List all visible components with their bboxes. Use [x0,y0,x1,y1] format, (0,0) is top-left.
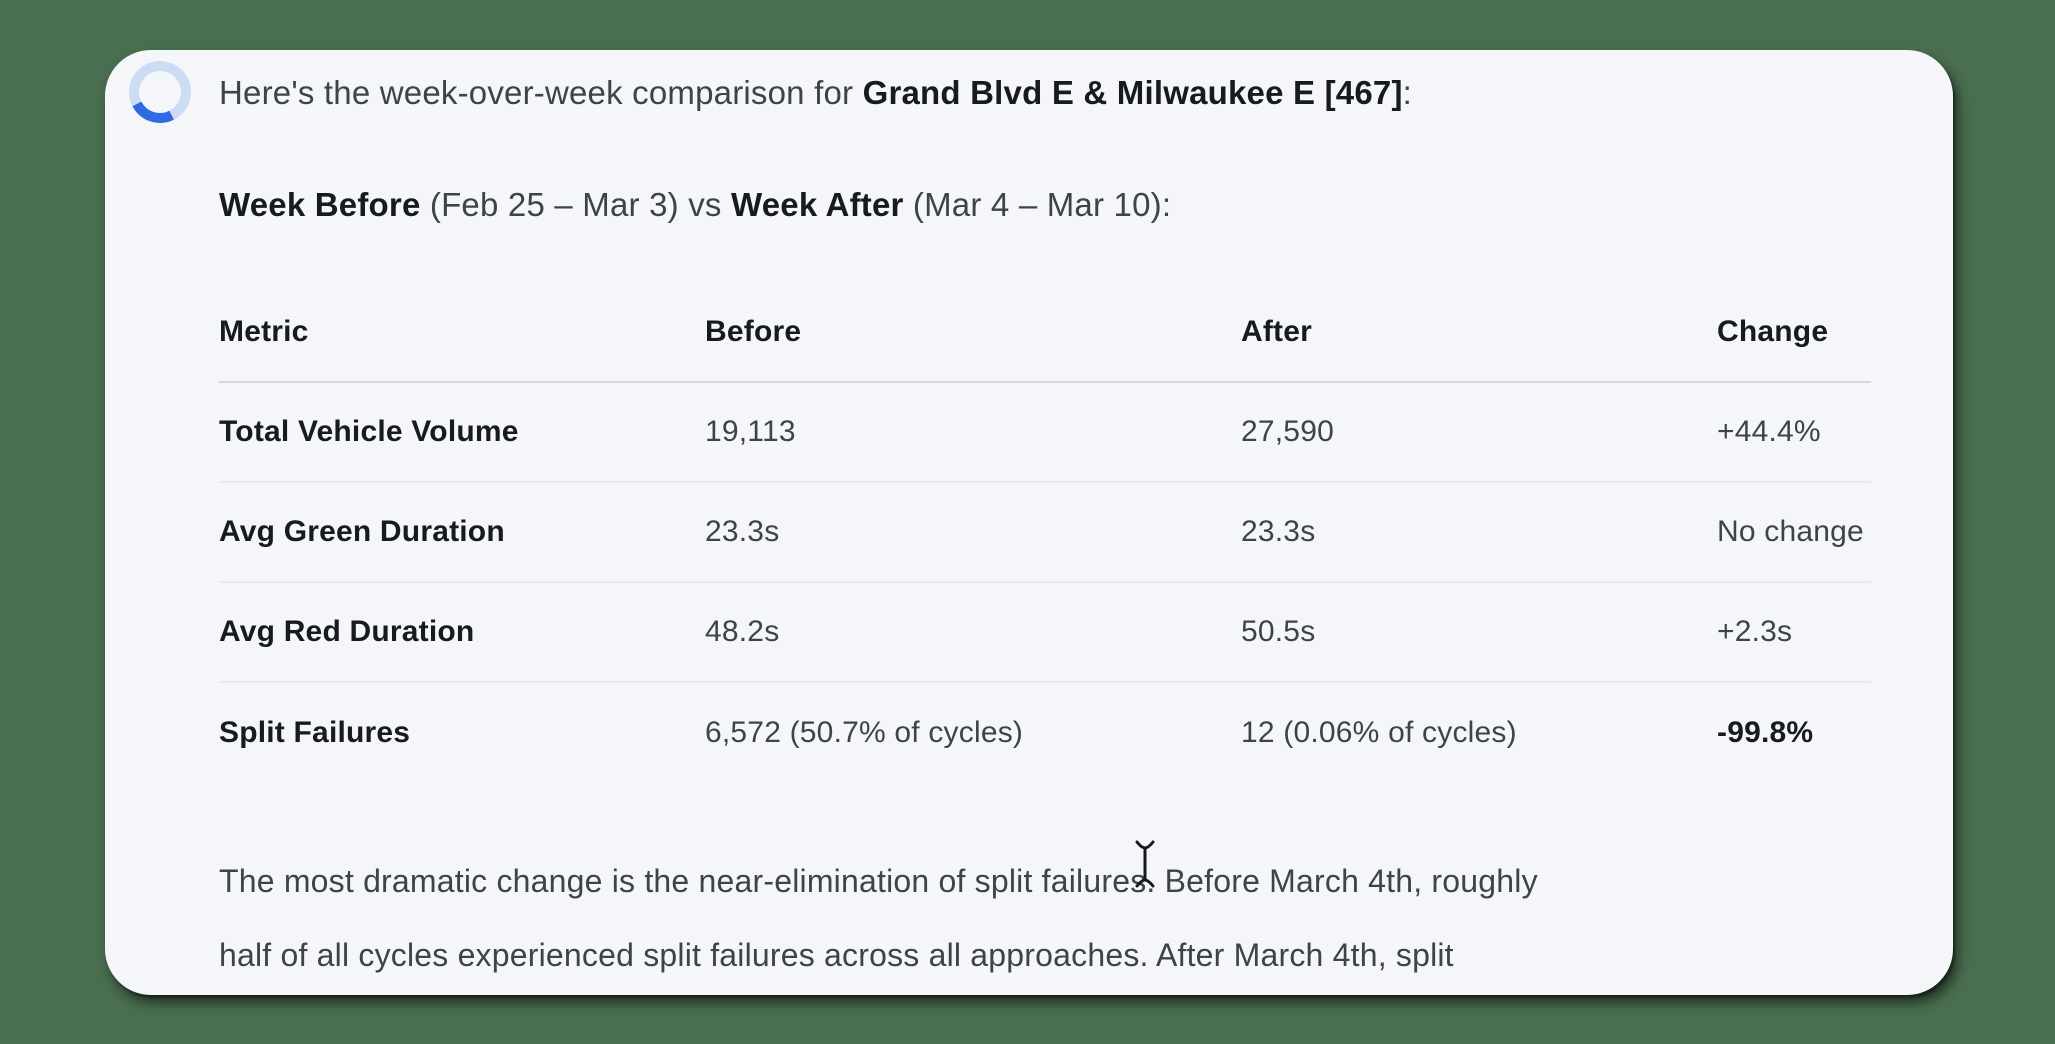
before-cell: 19,113 [705,415,796,448]
column-header-change: Change [1717,315,1829,348]
intro-line: Here's the week-over-week comparison for… [219,71,1412,115]
table-row: Avg Green Duration 23.3s 23.3s No change [219,483,1871,583]
change-cell: +2.3s [1717,615,1793,648]
before-cell: 48.2s [705,615,780,648]
before-cell: 6,572 (50.7% of cycles) [705,716,1024,749]
analysis-paragraph: The most dramatic change is the near-eli… [219,844,1538,992]
table-row: Split Failures 6,572 (50.7% of cycles) 1… [219,683,1871,783]
metric-cell: Avg Red Duration [219,615,475,648]
metric-cell: Total Vehicle Volume [219,415,519,448]
week-before-label: Week Before [219,186,421,223]
after-cell: 50.5s [1241,615,1316,648]
column-header-after: After [1241,315,1313,348]
change-cell: +44.4% [1717,415,1821,448]
intro-suffix: : [1402,74,1413,111]
after-cell: 23.3s [1241,515,1316,548]
analysis-line-2: half of all cycles experienced split fai… [219,937,1454,973]
week-after-label: Week After [730,186,904,223]
intersection-name: Grand Blvd E & Milwaukee E [467] [862,74,1403,111]
table-row: Total Vehicle Volume 19,113 27,590 +44.4… [219,383,1871,483]
week-after-range: (Mar 4 – Mar 10): [903,186,1172,223]
before-cell: 23.3s [705,515,780,548]
week-before-range: (Feb 25 – Mar 3) vs [420,186,731,223]
analysis-line-1: The most dramatic change is the near-eli… [219,863,1538,899]
intro-prefix: Here's the week-over-week comparison for [219,74,863,111]
assistant-message-card: Here's the week-over-week comparison for… [105,50,1953,995]
change-cell: -99.8% [1717,716,1814,749]
after-cell: 27,590 [1241,415,1334,448]
table-header-row: Metric Before After Change [219,283,1871,383]
loading-spinner-icon [120,52,200,132]
metric-cell: Split Failures [219,716,411,749]
after-cell: 12 (0.06% of cycles) [1241,716,1517,749]
metric-cell: Avg Green Duration [219,515,505,548]
change-cell: No change [1717,515,1864,548]
text-cursor-icon [1135,840,1155,888]
column-header-before: Before [705,315,802,348]
column-header-metric: Metric [219,315,309,348]
comparison-period-line: Week Before (Feb 25 – Mar 3) vs Week Aft… [219,183,1171,227]
table-row: Avg Red Duration 48.2s 50.5s +2.3s [219,583,1871,683]
comparison-table: Metric Before After Change Total Vehicle… [219,283,1871,783]
